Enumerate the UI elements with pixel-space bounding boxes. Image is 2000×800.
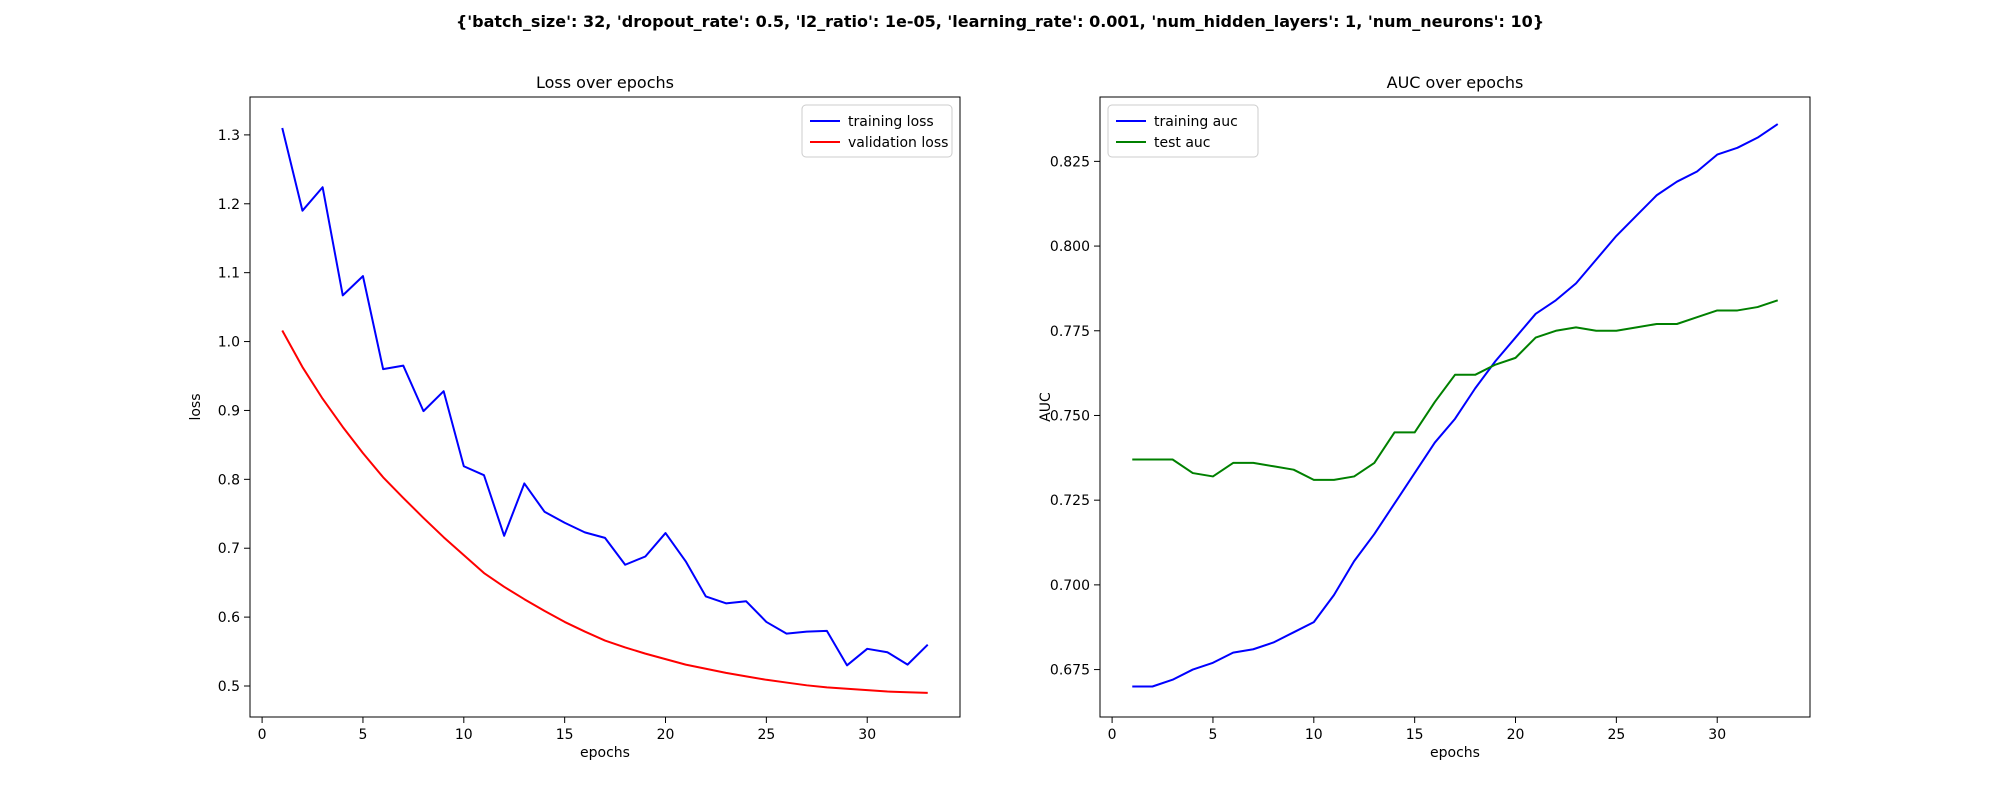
auc-axes-frame <box>1099 96 1811 718</box>
auc-legend: training auc test auc <box>1107 104 1259 158</box>
auc-x-tick-label: 15 <box>1406 727 1424 743</box>
auc-chart-title: AUC over epochs <box>1387 73 1524 92</box>
loss-x-tick-label: 0 <box>258 727 267 743</box>
auc-x-tick-label: 20 <box>1507 727 1525 743</box>
legend-validation-loss-label: validation loss <box>848 135 948 151</box>
loss-chart-title: Loss over epochs <box>536 73 674 92</box>
auc-x-tick-label: 0 <box>1108 727 1117 743</box>
loss-x-tick-label: 25 <box>757 727 775 743</box>
loss-y-tick-label: 1.1 <box>218 266 240 282</box>
auc-x-tick-label: 10 <box>1305 727 1323 743</box>
loss-x-tick-label: 20 <box>657 727 675 743</box>
series-training-loss-line <box>281 127 929 667</box>
auc-y-axis-label: AUC <box>1038 392 1054 422</box>
auc-x-axis-label: epochs <box>1430 745 1480 761</box>
loss-x-tick-label: 30 <box>858 727 876 743</box>
loss-y-tick-label: 1.2 <box>218 197 240 213</box>
loss-x-tick-label: 10 <box>455 727 473 743</box>
loss-y-tick-label: 1.0 <box>218 335 240 351</box>
series-test-auc-line <box>1132 299 1779 481</box>
loss-y-tick-label: 0.9 <box>218 403 240 419</box>
loss-legend: training loss validation loss <box>801 104 953 158</box>
loss-chart: 0 5 10 15 20 25 30 0.5 0.6 0.7 0.8 0.9 1.0 1.1 1.2 1.3 L… <box>188 73 961 761</box>
auc-x-tick-label: 5 <box>1208 727 1217 743</box>
loss-y-axis-label: loss <box>188 393 204 420</box>
auc-y-tick-label: 0.725 <box>1050 493 1090 509</box>
loss-y-tick-label: 0.5 <box>218 679 240 695</box>
auc-y-tick-label: 0.675 <box>1050 663 1090 679</box>
auc-y-tick-label: 0.750 <box>1050 408 1090 424</box>
legend-test-auc-label: test auc <box>1154 135 1211 151</box>
auc-y-tick-label: 0.800 <box>1050 239 1090 255</box>
series-validation-loss-line <box>281 330 928 694</box>
loss-x-tick-label: 15 <box>556 727 574 743</box>
loss-x-axis-label: epochs <box>580 745 630 761</box>
loss-legend-box <box>801 104 953 158</box>
loss-y-tick-label: 1.3 <box>218 128 240 144</box>
auc-y-tick-label: 0.700 <box>1050 578 1090 594</box>
auc-legend-box <box>1107 104 1259 158</box>
auc-y-tick-label: 0.825 <box>1050 154 1090 170</box>
legend-training-auc-label: training auc <box>1154 114 1238 130</box>
loss-x-tick-label: 5 <box>358 727 367 743</box>
auc-x-tick-label: 30 <box>1708 727 1726 743</box>
loss-y-tick-label: 0.8 <box>218 472 240 488</box>
loss-y-tick-label: 0.6 <box>218 610 240 626</box>
auc-x-tick-label: 25 <box>1607 727 1625 743</box>
figure-suptitle: {'batch_size': 32, 'dropout_rate': 0.5, … <box>455 12 1545 31</box>
legend-training-loss-label: training loss <box>848 114 934 130</box>
loss-y-tick-label: 0.7 <box>218 541 240 557</box>
auc-y-tick-label: 0.775 <box>1050 324 1090 340</box>
loss-axes-frame <box>249 96 961 718</box>
auc-chart: 0 5 10 15 20 25 30 0.675 0.700 0.725 0.750 0.775 0.8… <box>1038 73 1811 761</box>
series-training-auc-line <box>1132 123 1779 688</box>
